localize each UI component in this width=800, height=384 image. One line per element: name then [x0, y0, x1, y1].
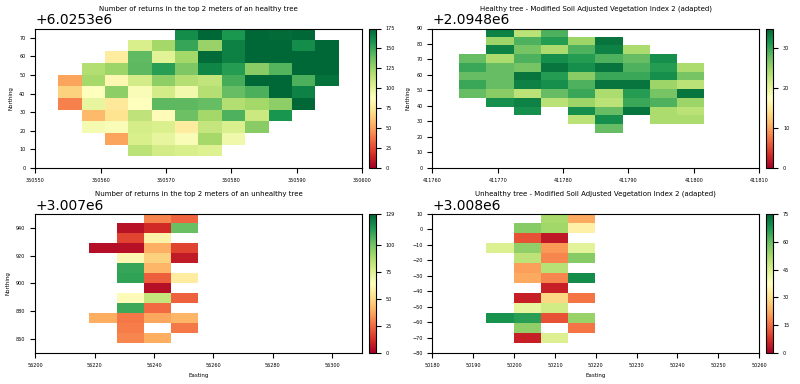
- Title: Number of returns in the top 2 meters of an unhealthy tree: Number of returns in the top 2 meters of…: [94, 191, 302, 197]
- Y-axis label: Northing: Northing: [9, 86, 14, 110]
- Y-axis label: Northing: Northing: [6, 271, 10, 295]
- Y-axis label: Northing: Northing: [406, 86, 411, 110]
- Title: Number of returns in the top 2 meters of an healthy tree: Number of returns in the top 2 meters of…: [99, 5, 298, 12]
- Title: Healthy tree - Modified Soil Adjusted Vegetation Index 2 (adapted): Healthy tree - Modified Soil Adjusted Ve…: [480, 5, 712, 12]
- X-axis label: Easting: Easting: [188, 374, 209, 379]
- X-axis label: Easting: Easting: [586, 374, 606, 379]
- Title: Unhealthy tree - Modified Soil Adjusted Vegetation Index 2 (adapted): Unhealthy tree - Modified Soil Adjusted …: [475, 191, 716, 197]
